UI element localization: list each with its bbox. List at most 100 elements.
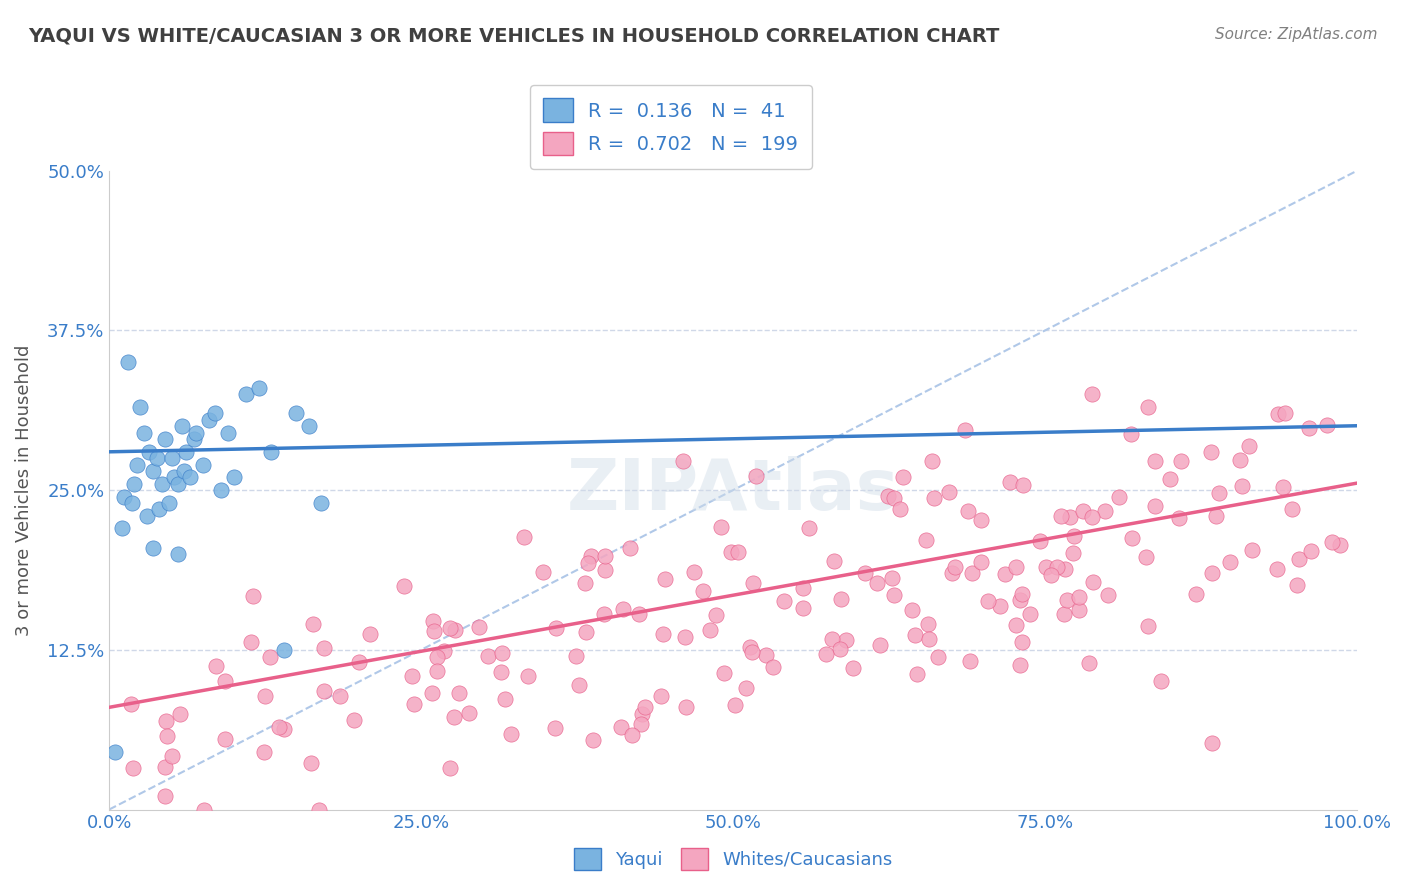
Point [1229, 453, 1251, 467]
Point [191, 458, 214, 472]
Point [1029, 534, 1052, 549]
Point [516, 669, 538, 683]
Point [883, 491, 905, 506]
Point [148, 502, 170, 516]
Point [1056, 592, 1078, 607]
Point [823, 554, 845, 568]
Point [1274, 406, 1296, 420]
Point [692, 584, 714, 599]
Legend: R =  0.136   N =  41, R =  0.702   N =  199: R = 0.136 N = 41, R = 0.702 N = 199 [530, 85, 811, 169]
Point [467, 620, 489, 634]
Point [1052, 607, 1074, 621]
Point [970, 555, 993, 569]
Point [260, 445, 283, 459]
Point [634, 700, 657, 714]
Point [650, 690, 672, 704]
Point [1121, 531, 1143, 545]
Point [1081, 574, 1104, 589]
Point [360, 627, 382, 641]
Point [610, 720, 633, 734]
Point [309, 496, 332, 510]
Point [104, 745, 127, 759]
Point [1063, 529, 1085, 543]
Point [153, 789, 176, 803]
Point [1097, 588, 1119, 602]
Point [976, 594, 998, 608]
Point [1230, 479, 1253, 493]
Point [122, 476, 145, 491]
Point [513, 530, 536, 544]
Point [122, 762, 145, 776]
Point [145, 451, 167, 466]
Point [160, 451, 183, 466]
Point [994, 567, 1017, 582]
Point [477, 649, 499, 664]
Point [179, 470, 201, 484]
Point [160, 748, 183, 763]
Point [621, 728, 644, 742]
Point [253, 689, 276, 703]
Point [917, 617, 939, 632]
Point [299, 756, 322, 771]
Point [830, 592, 852, 607]
Point [612, 601, 634, 615]
Point [877, 489, 900, 503]
Point [593, 549, 616, 563]
Point [209, 483, 232, 497]
Point [214, 731, 236, 746]
Point [675, 700, 697, 714]
Point [401, 669, 423, 683]
Point [1241, 543, 1264, 558]
Point [960, 566, 983, 581]
Point [314, 641, 336, 656]
Text: ZIPAtlas: ZIPAtlas [567, 456, 900, 524]
Point [828, 641, 851, 656]
Point [575, 625, 598, 640]
Point [163, 470, 186, 484]
Point [285, 407, 308, 421]
Point [544, 622, 567, 636]
Point [619, 541, 641, 555]
Point [1069, 603, 1091, 617]
Point [422, 614, 444, 628]
Y-axis label: 3 or more Vehicles in Household: 3 or more Vehicles in Household [15, 344, 32, 636]
Point [627, 607, 650, 621]
Point [1170, 453, 1192, 467]
Point [1062, 546, 1084, 560]
Point [1329, 538, 1351, 552]
Point [1094, 503, 1116, 517]
Point [959, 655, 981, 669]
Point [1272, 480, 1295, 494]
Point [433, 644, 456, 658]
Point [1059, 510, 1081, 524]
Point [129, 400, 152, 414]
Point [578, 556, 600, 570]
Point [1316, 417, 1339, 432]
Point [347, 655, 370, 669]
Point [1239, 439, 1261, 453]
Point [723, 698, 745, 713]
Point [682, 566, 704, 580]
Point [720, 544, 742, 558]
Point [921, 454, 943, 468]
Point [308, 803, 330, 817]
Point [1071, 503, 1094, 517]
Point [853, 566, 876, 580]
Point [631, 706, 654, 721]
Point [1167, 511, 1189, 525]
Point [1136, 400, 1159, 414]
Point [157, 496, 180, 510]
Point [907, 667, 929, 681]
Point [1081, 386, 1104, 401]
Point [918, 632, 941, 647]
Point [1320, 535, 1343, 549]
Point [1219, 555, 1241, 569]
Point [953, 423, 976, 437]
Point [990, 599, 1012, 614]
Point [941, 566, 963, 581]
Point [1119, 426, 1142, 441]
Point [491, 665, 513, 679]
Point [169, 707, 191, 722]
Point [1135, 549, 1157, 564]
Point [156, 730, 179, 744]
